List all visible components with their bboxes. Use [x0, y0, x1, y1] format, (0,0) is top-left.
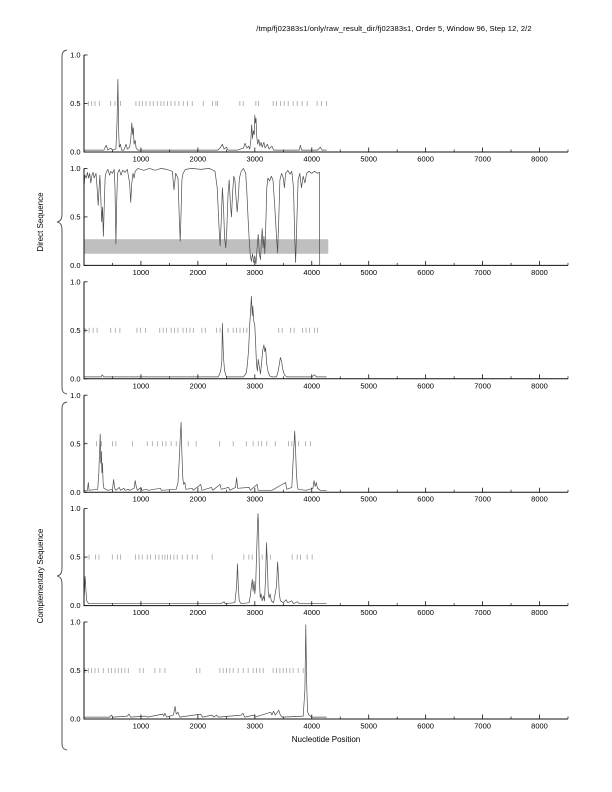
- y-tick-label: 0.0: [70, 488, 80, 497]
- axis: [83, 55, 568, 153]
- x-tick-label: 4000: [303, 268, 320, 277]
- y-tick-label: 1.0: [70, 164, 80, 173]
- panel-complementary-frame-3: 0.0 0.5 1.0 1000 2000 3000 4000 5000 6000 7000 800…: [70, 618, 569, 731]
- x-tick-label: 4000: [303, 722, 320, 731]
- x-tick-label: 3000: [246, 155, 263, 164]
- x-tick-label: 8000: [531, 268, 548, 277]
- y-tick-label: 1.0: [70, 51, 80, 60]
- direct-sequence-label: Direct Sequence: [36, 192, 45, 252]
- x-tick-label: 2000: [190, 268, 207, 277]
- axis: [83, 508, 568, 607]
- y-tick-label: 1.0: [70, 391, 80, 400]
- axis: [83, 395, 568, 493]
- x-tick-label: 7000: [474, 608, 491, 617]
- panel-direct-frame-1: 0.0 0.5 1.0 1000 2000 3000 4000 5000 6000 7000 800…: [70, 51, 569, 164]
- y-tick-label: 0.5: [70, 439, 80, 448]
- x-tick-label: 6000: [417, 381, 434, 390]
- x-tick-label: 4000: [303, 381, 320, 390]
- x-tick-label: 1000: [133, 268, 150, 277]
- y-tick-label: 0.5: [70, 553, 80, 562]
- x-tick-label: 6000: [417, 495, 434, 504]
- x-tick-label: 7000: [474, 155, 491, 164]
- x-tick-label: 1000: [133, 381, 150, 390]
- x-tick-label: 1000: [133, 495, 150, 504]
- x-tick-label: 3000: [246, 268, 263, 277]
- axis: [83, 281, 568, 380]
- x-tick-label: 8000: [531, 155, 548, 164]
- panel-direct-frame-3: 0.0 0.5 1.0 1000 2000 3000 4000 5000 6000 7000 800…: [70, 277, 569, 390]
- x-tick-label: 4000: [303, 155, 320, 164]
- y-tick-label: 1.0: [70, 277, 80, 286]
- x-axis-label: Nucleotide Position: [291, 735, 361, 744]
- probability-curve: [83, 168, 321, 266]
- x-tick-label: 5000: [360, 381, 377, 390]
- panel-direct-coding-probability: 0.0 0.5 1.0 1000 2000 3000 4000 5000 6000 7000 800…: [70, 164, 569, 277]
- x-tick-label: 7000: [474, 381, 491, 390]
- y-tick-label: 0.0: [70, 715, 80, 724]
- x-tick-label: 2000: [190, 155, 207, 164]
- x-tick-label: 8000: [531, 608, 548, 617]
- panel-complementary-frame-2: 0.0 0.5 1.0 1000 2000 3000 4000 5000 6000 7000 800…: [70, 504, 569, 617]
- plot-title: /tmp/fj02383s1/only/raw_result_dir/fj023…: [256, 24, 532, 33]
- x-tick-label: 6000: [417, 155, 434, 164]
- x-tick-label: 2000: [190, 722, 207, 731]
- y-tick-label: 0.0: [70, 148, 80, 157]
- y-tick-label: 0.5: [70, 99, 80, 108]
- x-tick-label: 7000: [474, 722, 491, 731]
- y-tick-label: 0.0: [70, 374, 80, 383]
- y-tick-label: 0.5: [70, 213, 80, 222]
- x-tick-label: 1000: [133, 155, 150, 164]
- y-tick-label: 0.5: [70, 326, 80, 335]
- x-tick-label: 3000: [246, 381, 263, 390]
- x-tick-label: 5000: [360, 608, 377, 617]
- x-tick-label: 7000: [474, 268, 491, 277]
- y-tick-label: 0.5: [70, 666, 80, 675]
- x-tick-label: 5000: [360, 155, 377, 164]
- probability-curve: [84, 78, 327, 151]
- probability-curve: [84, 624, 327, 718]
- x-tick-label: 5000: [360, 268, 377, 277]
- y-tick-label: 1.0: [70, 618, 80, 627]
- x-tick-label: 5000: [360, 722, 377, 731]
- direct-sequence-brace: [56, 49, 68, 395]
- x-tick-label: 4000: [303, 608, 320, 617]
- x-tick-label: 3000: [246, 608, 263, 617]
- x-tick-label: 8000: [531, 381, 548, 390]
- x-tick-label: 1000: [133, 722, 150, 731]
- complementary-sequence-label: Complementary Sequence: [36, 528, 45, 624]
- x-tick-label: 3000: [246, 722, 263, 731]
- x-tick-label: 6000: [417, 268, 434, 277]
- probability-curve: [83, 513, 327, 605]
- x-tick-label: 6000: [417, 608, 434, 617]
- y-tick-label: 0.0: [70, 601, 80, 610]
- probability-curve: [84, 422, 327, 491]
- axis: [83, 622, 568, 720]
- x-tick-label: 2000: [190, 608, 207, 617]
- x-tick-label: 4000: [303, 495, 320, 504]
- x-tick-label: 5000: [360, 495, 377, 504]
- x-tick-label: 3000: [246, 495, 263, 504]
- probability-curve: [84, 296, 327, 378]
- panel-complementary-frame-1: 0.0 0.5 1.0 1000 2000 3000 4000 5000 6000 7000 800…: [70, 391, 569, 504]
- x-tick-label: 2000: [190, 381, 207, 390]
- x-tick-label: 8000: [531, 495, 548, 504]
- y-tick-label: 0.0: [70, 261, 80, 270]
- x-tick-label: 6000: [417, 722, 434, 731]
- x-tick-label: 7000: [474, 495, 491, 504]
- x-tick-label: 8000: [531, 722, 548, 731]
- x-tick-label: 2000: [190, 495, 207, 504]
- complementary-sequence-brace: [56, 401, 68, 751]
- threshold-band: [84, 239, 329, 254]
- y-tick-label: 1.0: [70, 504, 80, 513]
- x-tick-label: 1000: [133, 608, 150, 617]
